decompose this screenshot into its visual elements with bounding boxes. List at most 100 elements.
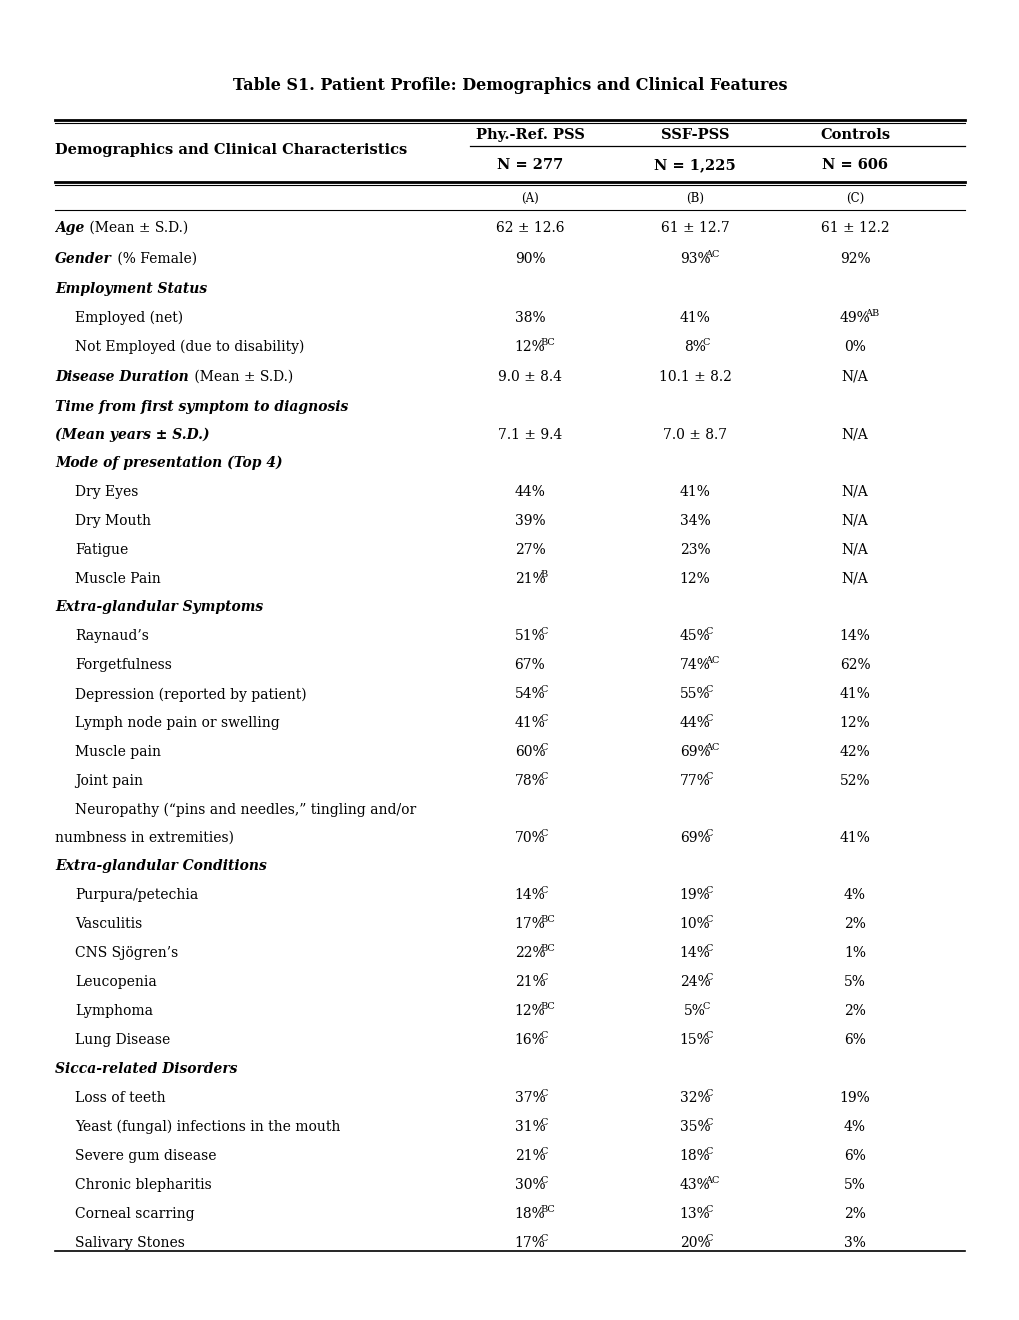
Text: C: C [540, 772, 547, 781]
Text: 14%: 14% [514, 888, 545, 902]
Text: 70%: 70% [515, 832, 545, 845]
Text: 5%: 5% [844, 975, 865, 989]
Text: 9.0 ± 8.4: 9.0 ± 8.4 [497, 370, 561, 384]
Text: (Mean ± S.D.): (Mean ± S.D.) [190, 370, 292, 384]
Text: C: C [540, 886, 547, 895]
Text: AB: AB [864, 309, 878, 318]
Text: 14%: 14% [839, 630, 869, 643]
Text: C: C [540, 714, 547, 723]
Text: Gender: Gender [55, 252, 112, 265]
Text: 38%: 38% [515, 310, 545, 325]
Text: 6%: 6% [844, 1148, 865, 1163]
Text: 21%: 21% [515, 975, 545, 989]
Text: 54%: 54% [515, 688, 545, 701]
Text: Lung Disease: Lung Disease [75, 1032, 170, 1047]
Text: C: C [704, 829, 712, 838]
Text: Table S1. Patient Profile: Demographics and Clinical Features: Table S1. Patient Profile: Demographics … [232, 77, 787, 94]
Text: AC: AC [704, 656, 719, 665]
Text: 12%: 12% [679, 572, 709, 586]
Text: N = 1,225: N = 1,225 [653, 158, 735, 172]
Text: Lymphoma: Lymphoma [75, 1003, 153, 1018]
Text: 10%: 10% [679, 917, 709, 931]
Text: N/A: N/A [841, 572, 867, 586]
Text: 4%: 4% [843, 1119, 865, 1134]
Text: N/A: N/A [841, 543, 867, 557]
Text: BC: BC [540, 915, 554, 924]
Text: C: C [540, 685, 547, 694]
Text: Disease Duration: Disease Duration [55, 370, 189, 384]
Text: 5%: 5% [684, 1003, 705, 1018]
Text: C: C [540, 1176, 547, 1184]
Text: 90%: 90% [515, 252, 545, 265]
Text: 77%: 77% [679, 775, 710, 788]
Text: 69%: 69% [679, 746, 709, 759]
Text: (C): (C) [845, 191, 863, 205]
Text: 6%: 6% [844, 1032, 865, 1047]
Text: 61 ± 12.2: 61 ± 12.2 [820, 220, 889, 235]
Text: Mode of presentation (Top 4): Mode of presentation (Top 4) [55, 455, 282, 470]
Text: Purpura/petechia: Purpura/petechia [75, 888, 198, 902]
Text: 34%: 34% [679, 513, 709, 528]
Text: Forgetfulness: Forgetfulness [75, 659, 172, 672]
Text: 17%: 17% [514, 1236, 545, 1250]
Text: C: C [704, 1147, 712, 1155]
Text: Corneal scarring: Corneal scarring [75, 1206, 195, 1221]
Text: 51%: 51% [515, 630, 545, 643]
Text: C: C [540, 1031, 547, 1040]
Text: 12%: 12% [515, 339, 545, 354]
Text: 52%: 52% [839, 775, 869, 788]
Text: 44%: 44% [679, 717, 710, 730]
Text: 49%: 49% [839, 310, 869, 325]
Text: 41%: 41% [679, 310, 710, 325]
Text: 0%: 0% [844, 339, 865, 354]
Text: 18%: 18% [515, 1206, 545, 1221]
Text: 41%: 41% [839, 688, 869, 701]
Text: Extra-glandular Symptoms: Extra-glandular Symptoms [55, 601, 263, 615]
Text: Age: Age [55, 220, 85, 235]
Text: Muscle Pain: Muscle Pain [75, 572, 161, 586]
Text: 35%: 35% [679, 1119, 709, 1134]
Text: 60%: 60% [515, 746, 545, 759]
Text: C: C [540, 973, 547, 982]
Text: BC: BC [540, 1205, 554, 1213]
Text: 2%: 2% [844, 917, 865, 931]
Text: C: C [540, 829, 547, 838]
Text: 12%: 12% [839, 717, 869, 730]
Text: C: C [704, 772, 712, 781]
Text: C: C [540, 1089, 547, 1098]
Text: 24%: 24% [679, 975, 709, 989]
Text: Time from first symptom to diagnosis: Time from first symptom to diagnosis [55, 400, 347, 414]
Text: 31%: 31% [515, 1119, 545, 1134]
Text: SSF-PSS: SSF-PSS [660, 128, 729, 143]
Text: C: C [702, 338, 709, 347]
Text: C: C [704, 1031, 712, 1040]
Text: 12%: 12% [515, 1003, 545, 1018]
Text: C: C [704, 1118, 712, 1127]
Text: 21%: 21% [515, 1148, 545, 1163]
Text: Muscle pain: Muscle pain [75, 746, 161, 759]
Text: Joint pain: Joint pain [75, 775, 143, 788]
Text: 13%: 13% [679, 1206, 709, 1221]
Text: N/A: N/A [841, 513, 867, 528]
Text: 44%: 44% [514, 484, 545, 499]
Text: Loss of teeth: Loss of teeth [75, 1090, 165, 1105]
Text: 69%: 69% [679, 832, 709, 845]
Text: C: C [704, 1089, 712, 1098]
Text: BC: BC [540, 944, 554, 953]
Text: 19%: 19% [679, 888, 709, 902]
Text: Lymph node pain or swelling: Lymph node pain or swelling [75, 717, 279, 730]
Text: 4%: 4% [843, 888, 865, 902]
Text: BC: BC [540, 338, 554, 347]
Text: Fatigue: Fatigue [75, 543, 128, 557]
Text: N/A: N/A [841, 428, 867, 442]
Text: CNS Sjögren’s: CNS Sjögren’s [75, 946, 178, 960]
Text: 67%: 67% [515, 659, 545, 672]
Text: C: C [704, 886, 712, 895]
Text: 41%: 41% [839, 832, 869, 845]
Text: 1%: 1% [843, 946, 865, 960]
Text: (Mean years ± S.D.): (Mean years ± S.D.) [55, 428, 210, 442]
Text: Dry Eyes: Dry Eyes [75, 484, 139, 499]
Text: C: C [704, 973, 712, 982]
Text: C: C [704, 915, 712, 924]
Text: 5%: 5% [844, 1177, 865, 1192]
